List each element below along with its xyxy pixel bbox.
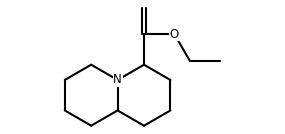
Text: O: O (170, 28, 179, 41)
Text: N: N (113, 73, 122, 86)
